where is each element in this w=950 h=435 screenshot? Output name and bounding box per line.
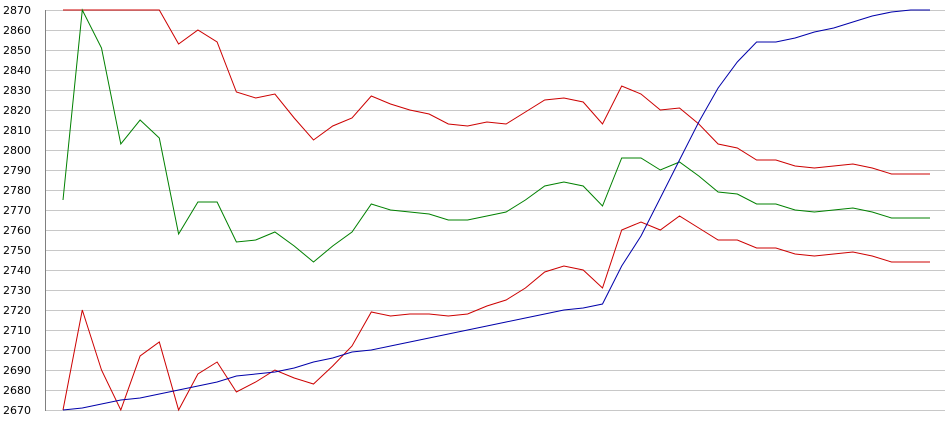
y-tick-label: 2820: [3, 104, 31, 117]
y-tick-label: 2770: [3, 204, 31, 217]
y-tick-label: 2800: [3, 144, 31, 157]
y-tick-label: 2740: [3, 264, 31, 277]
series-line-4: [62, 9, 930, 411]
y-tick-label: 2830: [3, 84, 31, 97]
series-line-3: [62, 215, 930, 412]
y-tick-label: 2750: [3, 244, 31, 257]
y-tick-label: 2760: [3, 224, 31, 237]
y-tick-labels: 2670 2680 2690 2700 2710 2720 2730 2740 2750 2760…: [3, 4, 31, 417]
y-tick-label: 2690: [3, 364, 31, 377]
y-tick-label: 2680: [3, 384, 31, 397]
y-tick-label: 2720: [3, 304, 31, 317]
y-tick-label: 2870: [3, 4, 31, 17]
y-tick-label: 2780: [3, 184, 31, 197]
y-tick-label: 2710: [3, 324, 31, 337]
y-tick-label: 2810: [3, 124, 31, 137]
y-tick-label: 2860: [3, 24, 31, 37]
y-tick-label: 2790: [3, 164, 31, 177]
y-tick-label: 2850: [3, 44, 31, 57]
y-tick-label: 2700: [3, 344, 31, 357]
grid-lines: [45, 10, 945, 411]
y-tick-label: 2840: [3, 64, 31, 77]
series-line-2: [62, 8, 930, 263]
y-tick-label: 2730: [3, 284, 31, 297]
series-line-1: [63, 9, 930, 175]
series-lines: [62, 8, 930, 412]
y-tick-label: 2670: [3, 404, 31, 417]
